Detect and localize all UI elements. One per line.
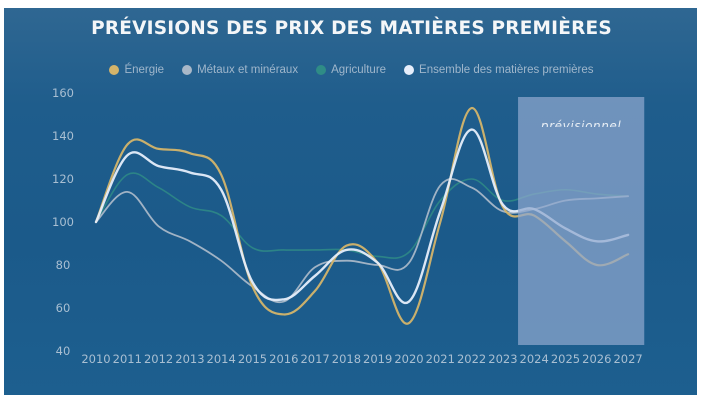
x-tick-label: 2023: [488, 352, 517, 366]
x-axis: 2010 2011 2012 2013 2014 2015 2016 2017 2018 2019…: [81, 352, 642, 366]
y-tick-label: 60: [56, 301, 71, 315]
y-tick-label: 40: [56, 344, 71, 358]
legend-item-energie[interactable]: Énergie: [109, 64, 164, 76]
x-tick-label: 2024: [520, 352, 549, 366]
y-tick-label: 100: [52, 215, 74, 229]
legend-item-metaux[interactable]: Métaux et minéraux: [182, 64, 298, 76]
x-tick-label: 2021: [426, 352, 455, 366]
legend-label: Métaux et minéraux: [197, 64, 299, 76]
legend-dot-metaux-icon: [182, 65, 193, 75]
legend-dot-energie-icon: [109, 65, 120, 75]
legend-dot-ensemble-icon: [404, 65, 415, 75]
x-tick-label: 2013: [175, 352, 204, 366]
legend-item-agriculture[interactable]: Agriculture: [316, 64, 386, 76]
chart-title: PRÉVISIONS DES PRIX DES MATIÈRES PREMIÈR…: [91, 18, 612, 39]
legend-label: Ensemble des matières premières: [419, 64, 594, 76]
y-tick-label: 140: [52, 129, 74, 143]
legend: Énergie Métaux et minéraux Agriculture E…: [0, 64, 703, 76]
legend-label: Agriculture: [331, 64, 387, 76]
x-tick-label: 2010: [81, 352, 110, 366]
x-tick-label: 2012: [144, 352, 173, 366]
forecast-label: prévisionnel: [540, 119, 621, 133]
y-tick-label: 120: [52, 172, 74, 186]
x-tick-label: 2019: [363, 352, 392, 366]
x-tick-label: 2026: [582, 352, 611, 366]
x-tick-label: 2015: [238, 352, 267, 366]
x-tick-label: 2025: [551, 352, 580, 366]
legend-label: Énergie: [124, 64, 165, 76]
forecast-region: [518, 97, 645, 345]
x-tick-label: 2027: [613, 352, 642, 366]
legend-dot-agriculture-icon: [316, 65, 327, 75]
x-tick-label: 2011: [113, 352, 142, 366]
legend-item-ensemble[interactable]: Ensemble des matières premières: [404, 64, 594, 76]
y-tick-label: 80: [56, 258, 71, 272]
x-tick-label: 2018: [332, 352, 361, 366]
y-tick-label: 160: [52, 86, 74, 100]
x-tick-label: 2022: [457, 352, 486, 366]
x-tick-label: 2017: [300, 352, 329, 366]
x-tick-label: 2014: [207, 352, 236, 366]
x-tick-label: 2020: [394, 352, 423, 366]
x-tick-label: 2016: [269, 352, 298, 366]
y-axis: 40 60 80 100 120 140 160: [52, 86, 74, 358]
